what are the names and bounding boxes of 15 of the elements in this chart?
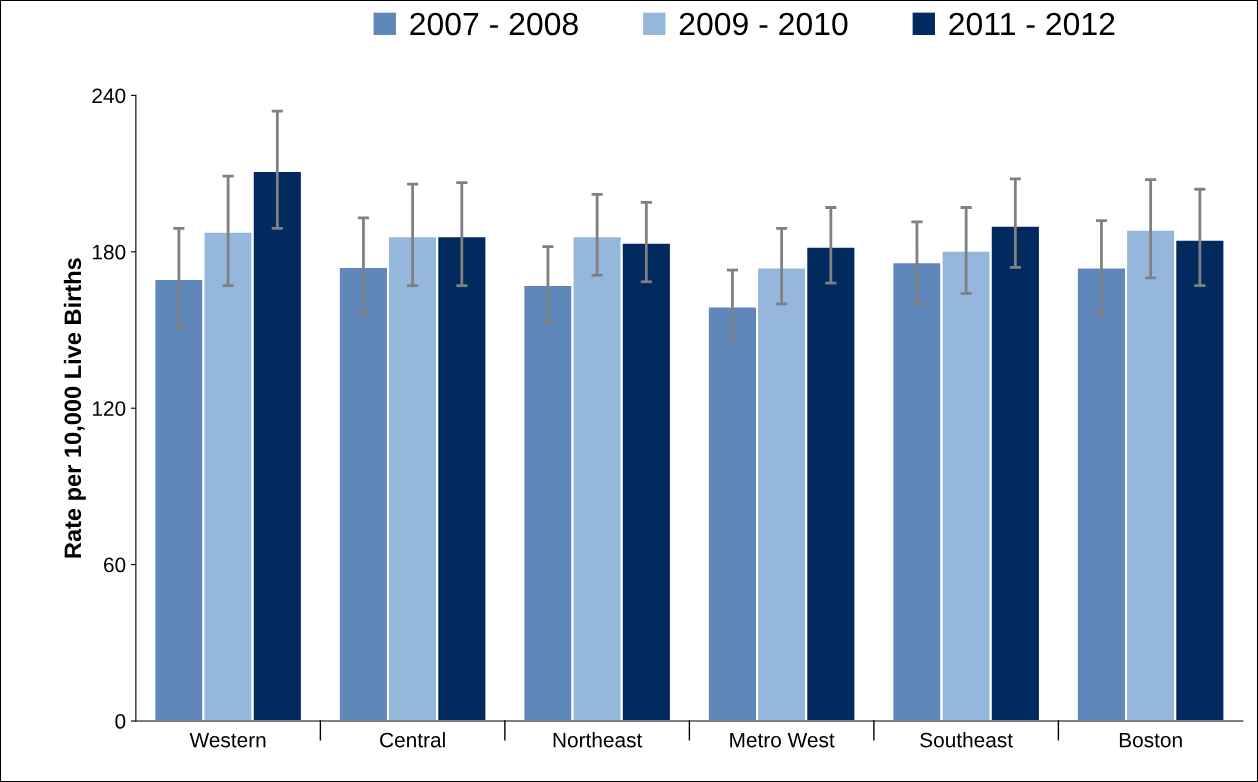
legend-label: 2011 - 2012 <box>949 12 1115 36</box>
y-tick-label: 0 <box>115 714 126 729</box>
y-tick-label: 240 <box>92 88 126 104</box>
y-axis-title: Rate per 10,000 Live Births <box>63 258 86 558</box>
y-tick-label: 120 <box>92 401 126 416</box>
y-tick-label: 180 <box>92 244 126 260</box>
legend-label: 2007 - 2008 <box>410 12 578 36</box>
x-tick-label: Metro West <box>730 732 835 748</box>
x-tick-label: Northeast <box>553 732 643 748</box>
legend-label: 2009 - 2010 <box>679 12 848 36</box>
y-tick-label: 60 <box>104 557 126 573</box>
x-tick-label: Central <box>380 732 445 748</box>
x-tick-label: Western <box>189 732 266 748</box>
x-tick-label: Southeast <box>920 732 1013 748</box>
x-tick-label: Boston <box>1119 732 1182 748</box>
